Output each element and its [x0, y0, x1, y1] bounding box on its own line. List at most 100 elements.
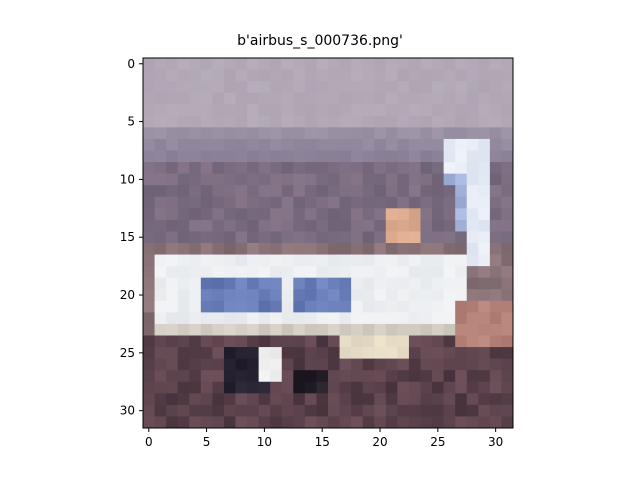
y-axis: 0 5 10 15 20 25 30: [120, 57, 143, 418]
image-pixel: [455, 162, 468, 175]
image-pixel: [351, 173, 364, 186]
image-pixel: [351, 185, 364, 198]
image-pixel: [420, 231, 433, 244]
image-pixel: [258, 173, 271, 186]
image-pixel: [223, 208, 237, 221]
image-pixel: [223, 185, 237, 198]
image-pixel: [166, 185, 179, 198]
image-pixel: [432, 162, 445, 175]
image-pixel: [235, 323, 248, 337]
image-pixel: [351, 104, 364, 117]
image-pixel: [235, 219, 248, 233]
image-pixel: [408, 115, 422, 128]
image-pixel: [374, 115, 387, 128]
image-pixel: [212, 381, 225, 394]
image-pixel: [443, 254, 456, 267]
image-pixel: [455, 266, 468, 279]
image-pixel: [316, 416, 329, 428]
image-pixel: [432, 393, 445, 406]
image-pixel: [154, 312, 167, 325]
image-pixel: [270, 138, 283, 152]
image-pixel: [177, 289, 190, 302]
image-pixel: [270, 370, 283, 383]
image-pixel: [293, 173, 306, 186]
image-pixel: [189, 58, 202, 71]
image-pixel: [177, 300, 190, 313]
image-pixel: [362, 173, 375, 186]
image-pixel: [154, 219, 167, 233]
image-pixel: [200, 104, 213, 117]
image-pixel: [177, 404, 190, 418]
image-pixel: [166, 138, 179, 152]
image-pixel: [455, 347, 468, 360]
image-pixel: [166, 69, 179, 82]
image-pixel: [235, 277, 248, 290]
image-pixel: [235, 162, 248, 175]
image-pixel: [212, 150, 225, 163]
image-pixel: [143, 150, 156, 163]
image-pixel: [223, 162, 237, 175]
image-pixel: [223, 358, 237, 371]
image-pixel: [374, 323, 387, 337]
image-pixel: [212, 219, 225, 233]
image-pixel: [247, 92, 260, 105]
image-pixel: [200, 231, 213, 244]
image-pixel: [200, 115, 213, 128]
image-pixel: [328, 289, 341, 302]
image-pixel: [304, 277, 318, 290]
image-pixel: [235, 404, 248, 418]
image-pixel: [339, 104, 352, 117]
image-pixel: [235, 185, 248, 198]
y-tick-label: 5: [127, 115, 135, 129]
image-pixel: [258, 162, 271, 175]
image-pixel: [420, 370, 433, 383]
image-pixel: [258, 393, 271, 406]
image-pixel: [223, 323, 237, 337]
y-tick-label: 0: [127, 57, 135, 71]
image-pixel: [212, 347, 225, 360]
image-pixel: [443, 347, 456, 360]
image-pixel: [212, 162, 225, 175]
image-pixel: [339, 404, 352, 418]
image-pixel: [501, 277, 513, 290]
image-pixel: [501, 393, 513, 406]
image-pixel: [408, 104, 422, 117]
image-pixel: [489, 312, 503, 325]
image-pixel: [258, 138, 271, 152]
image-pixel: [293, 243, 306, 256]
image-pixel: [489, 219, 503, 233]
image-pixel: [154, 81, 167, 94]
image-pixel: [339, 381, 352, 394]
image-pixel: [304, 115, 318, 128]
image-pixel: [270, 162, 283, 175]
image-pixel: [351, 231, 364, 244]
y-tick-label: 25: [120, 346, 135, 360]
image-pixel: [351, 219, 364, 233]
image-pixel: [270, 219, 283, 233]
image-pixel: [328, 196, 341, 209]
image-pixel: [339, 196, 352, 209]
image-pixel: [223, 289, 237, 302]
image-pixel: [455, 243, 468, 256]
image-pixel: [189, 150, 202, 163]
image-pixel: [443, 115, 456, 128]
image-pixel: [501, 266, 513, 279]
image-pixel: [466, 266, 479, 279]
image-pixel: [200, 196, 213, 209]
image-pixel: [212, 254, 225, 267]
image-pixel: [154, 231, 167, 244]
image-pixel: [189, 115, 202, 128]
image-pixel: [397, 185, 410, 198]
image-pixel: [316, 277, 329, 290]
image-pixel: [154, 277, 167, 290]
image-pixel: [478, 266, 491, 279]
image-pixel: [362, 335, 375, 348]
image-pixel: [408, 300, 422, 313]
image-pixel: [293, 185, 306, 198]
image-pixel: [385, 196, 398, 209]
image-pixel: [281, 185, 294, 198]
image-pixel: [374, 104, 387, 117]
image-pixel: [143, 196, 156, 209]
image-pixel: [143, 335, 156, 348]
image-pixel: [432, 115, 445, 128]
